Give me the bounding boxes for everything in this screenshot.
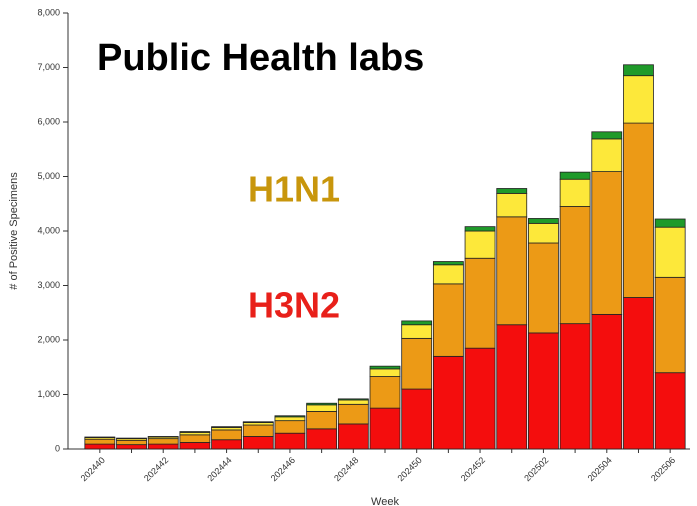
bar-segment: [306, 428, 338, 450]
y-axis-label: # of Positive Specimens: [8, 172, 20, 290]
chart-title: Public Health labs: [97, 37, 424, 79]
bar-segment: [559, 178, 591, 207]
bar-segment: [559, 171, 591, 180]
bar-segment: [623, 122, 654, 298]
bar-segment: [654, 218, 686, 228]
bar-segment: [274, 415, 306, 418]
bar-segment: [179, 442, 211, 450]
bar-segment: [528, 242, 559, 334]
annotation: H1N1: [248, 169, 340, 210]
bar-segment: [559, 323, 591, 450]
x-tick-label: 202448: [332, 455, 360, 483]
bar-segment: [591, 131, 623, 140]
y-tick-label: 4,000: [37, 225, 60, 235]
x-tick-label: 202502: [522, 455, 550, 483]
bar-segment: [116, 444, 147, 450]
bar-segment: [432, 261, 464, 266]
bar-segment: [306, 404, 338, 412]
bar-segment: [591, 313, 623, 450]
bar-segment: [337, 398, 369, 401]
y-tick-label: 3,000: [37, 280, 60, 290]
bar-segment: [623, 75, 654, 124]
x-tick-label: 202440: [79, 455, 107, 483]
x-axis-label: Week: [371, 496, 399, 506]
bar-segment: [401, 337, 433, 390]
x-tick-label: 202446: [269, 455, 297, 483]
bar-segment: [464, 347, 496, 450]
bar-segment: [623, 64, 654, 77]
annotation: H3N2: [248, 285, 340, 326]
x-tick-label: 202504: [586, 455, 614, 483]
bar-segment: [306, 410, 338, 430]
y-tick-label: 1,000: [37, 389, 60, 399]
bar-segment: [242, 421, 274, 423]
bar-segment: [274, 420, 306, 434]
x-tick-label: 202444: [205, 455, 233, 483]
bar-segment: [369, 376, 401, 409]
bar-segment: [496, 188, 528, 194]
bar-segment: [496, 216, 528, 326]
x-tick-label: 202442: [142, 455, 170, 483]
bar-segment: [654, 226, 686, 278]
bar-segment: [337, 399, 369, 405]
bar-segment: [147, 443, 179, 450]
bar-segment: [274, 432, 306, 450]
bar-segment: [623, 297, 654, 450]
bar-segment: [179, 431, 211, 433]
bar-segment: [242, 436, 274, 450]
y-tick-label: 7,000: [37, 62, 60, 72]
y-tick-label: 8,000: [37, 7, 60, 17]
bar-segment: [432, 264, 464, 285]
bar-segment: [369, 365, 401, 370]
bar-segment: [559, 206, 591, 325]
bar-segment: [274, 416, 306, 422]
bar-segment: [116, 439, 147, 446]
bar-segment: [242, 424, 274, 437]
bar-segment: [211, 439, 242, 450]
bar-segment: [116, 437, 147, 440]
bar-segment: [337, 403, 369, 425]
bar-segment: [591, 171, 623, 315]
bar-segment: [147, 438, 179, 445]
bar-segment: [528, 218, 559, 224]
bar-segment: [369, 368, 401, 377]
bar-segment: [528, 222, 559, 244]
bar-segment: [84, 436, 116, 438]
bar-segment: [401, 324, 433, 339]
bar-segment: [432, 355, 464, 450]
bar-segment: [211, 426, 242, 428]
bar-segment: [337, 423, 369, 450]
bar-segment: [306, 402, 338, 406]
bar-segment: [179, 434, 211, 443]
x-tick-label: 202450: [395, 455, 423, 483]
bar-segment: [528, 332, 559, 450]
bar-segment: [369, 407, 401, 450]
y-tick-label: 0: [55, 443, 60, 453]
bar-segment: [654, 276, 686, 374]
bar-segment: [496, 324, 528, 450]
y-tick-label: 5,000: [37, 171, 60, 181]
y-tick-label: 2,000: [37, 334, 60, 344]
bar-segment: [84, 438, 116, 445]
y-tick-label: 6,000: [37, 116, 60, 126]
bar-segment: [591, 138, 623, 172]
bar-segment: [401, 388, 433, 450]
bar-segment: [654, 372, 686, 450]
bar-segment: [464, 230, 496, 259]
bar-segment: [464, 226, 496, 232]
bar-segment: [211, 429, 242, 441]
bar-segment: [432, 283, 464, 357]
bar-segment: [401, 320, 433, 326]
bar-segment: [464, 257, 496, 349]
x-tick-label: 202452: [459, 455, 487, 483]
bar-segment: [496, 192, 528, 218]
x-tick-label: 202506: [649, 455, 677, 483]
bar-segment: [147, 436, 179, 438]
bar-segment: [84, 443, 116, 450]
